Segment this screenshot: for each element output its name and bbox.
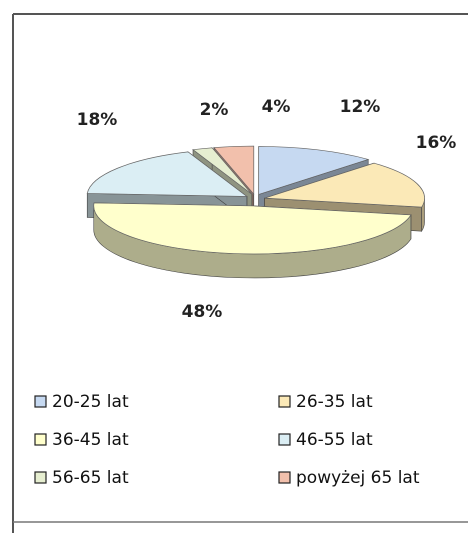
data-label: 12%: [340, 97, 381, 117]
legend-label: powyżej 65 lat: [296, 468, 420, 488]
data-label: 48%: [182, 302, 223, 322]
legend-swatch: [34, 471, 47, 484]
slice: [93, 202, 412, 279]
data-label: 16%: [416, 133, 457, 153]
data-label: 18%: [77, 110, 118, 130]
legend-label: 46-55 lat: [296, 430, 373, 450]
slice-top: [213, 145, 255, 195]
legend-label: 36-45 lat: [52, 430, 129, 450]
legend-label: 56-65 lat: [52, 468, 129, 488]
legend-label: 20-25 lat: [52, 392, 129, 412]
slice-top: [192, 147, 253, 195]
pie: [86, 145, 425, 279]
slice-top: [264, 162, 425, 208]
data-label: 2%: [200, 100, 229, 120]
legend-swatch: [34, 433, 47, 446]
slice-top: [93, 202, 412, 255]
legend-swatch: [278, 471, 291, 484]
legend-swatch: [34, 395, 47, 408]
slice-top: [86, 151, 248, 197]
legend-label: 26-35 lat: [296, 392, 373, 412]
data-label: 4%: [262, 97, 291, 117]
legend-swatch: [278, 395, 291, 408]
slice-top: [258, 146, 370, 195]
legend-swatch: [278, 433, 291, 446]
